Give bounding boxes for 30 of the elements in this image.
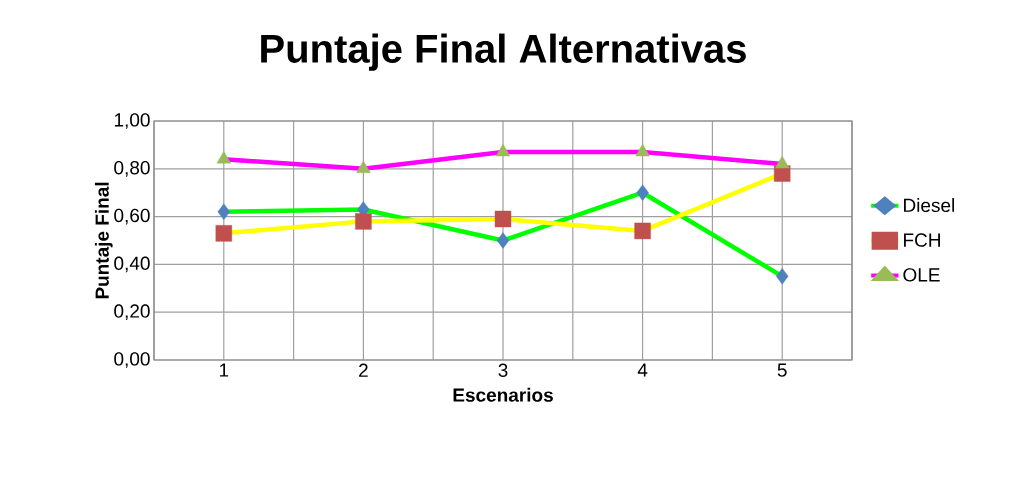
x-tick-label: 2: [359, 363, 368, 377]
y-axis-title: Puntaje Final: [94, 182, 113, 299]
y-tick-label: 0,20: [114, 304, 150, 321]
point: [495, 143, 511, 157]
point: [634, 222, 651, 240]
point: [496, 232, 510, 249]
legend-label: OLE: [903, 268, 940, 282]
x-tick-label: 4: [637, 363, 648, 377]
y-tick-label: 0,60: [114, 208, 150, 225]
point: [775, 155, 790, 169]
x-tick-label: 3: [498, 363, 508, 377]
x-axis-title: Escenarios: [453, 387, 553, 402]
point: [635, 143, 650, 157]
y-tick-label: 0,40: [114, 256, 150, 273]
chart-title: Puntaje Final Alternativas: [261, 33, 746, 71]
point: [776, 268, 789, 285]
point: [216, 151, 231, 164]
legend-label: Diesel: [904, 198, 954, 213]
point: [355, 213, 372, 230]
point: [217, 203, 230, 221]
point: [215, 225, 232, 242]
y-tick-label: 0,00: [114, 352, 150, 368]
y-tick-label: 1,00: [114, 113, 150, 129]
point: [494, 210, 512, 228]
x-tick-label: 1: [219, 363, 229, 377]
legend-label: FCH: [904, 233, 940, 247]
point: [636, 184, 649, 201]
point: [356, 160, 371, 173]
x-tick-label: 5: [777, 363, 787, 377]
y-tick-label: 0,80: [114, 160, 150, 177]
